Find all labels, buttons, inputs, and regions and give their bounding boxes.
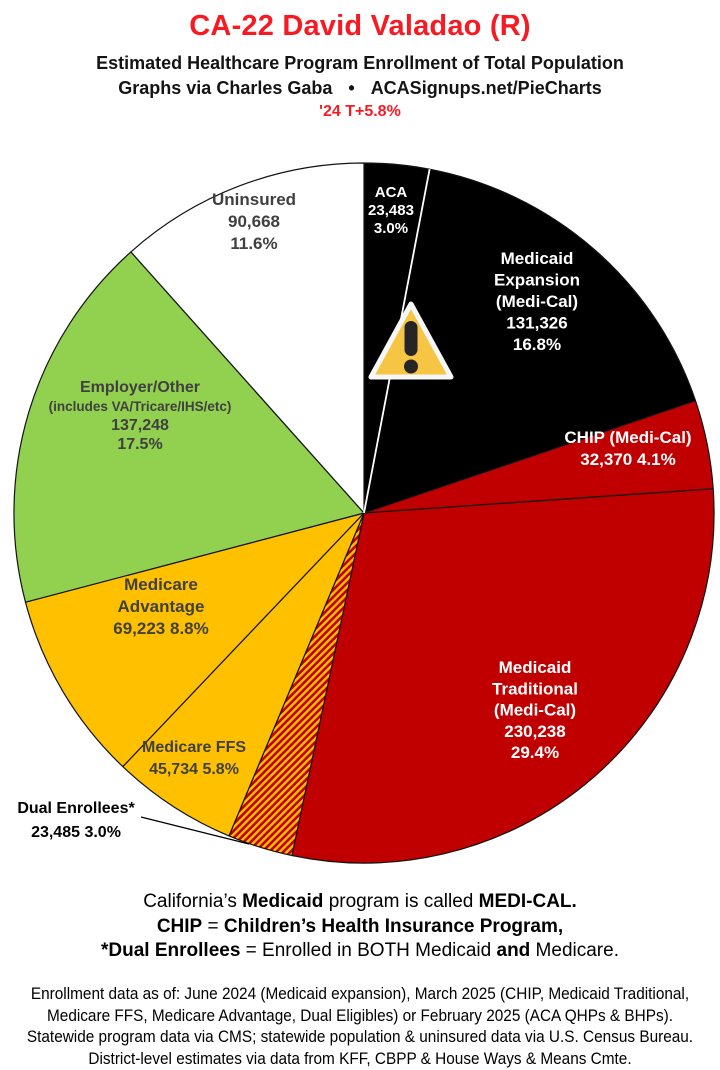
- legend-note-bold-text: Children’s Health Insurance Program,: [223, 915, 564, 937]
- legend-note-text: program is called: [323, 891, 479, 912]
- legend-note-text: =: [202, 915, 224, 937]
- legend-note-bold-text: and: [496, 940, 531, 961]
- slice-label-employer-other-includes-va-tricare-ihs-etc: Employer/Other (includes VA/Tricare/IHS/e…: [49, 379, 232, 453]
- slice-label-chip-medi-cal: CHIP (Medi-Cal) 32,370 4.1%: [564, 428, 691, 469]
- slice-label-medicaid-expansion-medi-cal: Medicaid Expansion (Medi-Cal) 131,326 16.8%: [494, 249, 580, 354]
- slice-label-medicaid-traditional-medi-cal: Medicaid Traditional (Medi-Cal) 230,238 29.4…: [492, 658, 578, 762]
- subtitle: Estimated Healthcare Program Enrollment …: [96, 53, 624, 73]
- slice-label-medicare-advantage: Medicare Advantage 69,223 8.8%: [113, 575, 208, 638]
- byline-credit: Graphs via Charles Gaba: [118, 78, 333, 98]
- pie-slice-employer-other-includes-va-tricare-ihs-etc: [13, 251, 365, 603]
- source-note-line: Medicare FFS, Medicare Advantage, Dual E…: [46, 1006, 673, 1025]
- bullet-separator-icon: •: [348, 78, 355, 98]
- legend-notes: California’s Medicaid program is called …: [0, 890, 720, 964]
- pie-slice-medicaid-expansion-medi-cal: [363, 168, 697, 514]
- legend-note-text: California’s: [143, 891, 243, 912]
- legend-note-line: CHIP = Children’s Health Insurance Progr…: [0, 915, 720, 940]
- source-notes: Enrollment data as of: June 2024 (Medica…: [25, 984, 695, 1070]
- source-note-line: Statewide program data via CMS; statewid…: [26, 1028, 694, 1046]
- legend-note-line: *Dual Enrollees = Enrolled in BOTH Medic…: [0, 939, 720, 964]
- slice-label-uninsured: Uninsured 90,668 11.6%: [212, 190, 296, 253]
- legend-note-text: = Enrolled in BOTH Medicaid: [240, 940, 497, 961]
- pie-slice-uninsured: [130, 162, 365, 514]
- legend-note-bold-text: CHIP: [156, 915, 203, 937]
- page-title: CA-22 David Valadao (R): [189, 10, 531, 42]
- legend-note-text: Medicare.: [530, 940, 619, 961]
- pie-slice-medicare-ffs: [122, 512, 365, 837]
- legend-note-line: California’s Medicaid program is called …: [0, 890, 720, 915]
- legend-note-bold-text: Medicaid: [242, 891, 324, 912]
- pie-slice-medicaid-traditional-medi-cal: [291, 488, 715, 864]
- legend-note-bold-text: *Dual Enrollees: [101, 940, 241, 961]
- legend-note-bold-text: MEDI-CAL.: [478, 891, 577, 912]
- source-note-line: Enrollment data as of: June 2024 (Medica…: [30, 985, 690, 1003]
- trend-label: '24 T+5.8%: [319, 103, 401, 120]
- pie-slice-medicare-advantage: [24, 512, 365, 768]
- slice-label-aca: ACA 23,483 3.0%: [368, 184, 414, 237]
- slice-label-medicare-ffs: Medicare FFS 45,734 5.8%: [142, 739, 246, 778]
- warning-icon: [368, 301, 454, 380]
- pie-chart: ACA 23,483 3.0% Medicaid Expansion (Medi-Cal)…: [13, 162, 715, 864]
- byline-site: ACASignups.net/PieCharts: [370, 78, 602, 98]
- byline: Graphs via Charles Gaba • ACASignups.net…: [0, 78, 720, 99]
- slice-label-dual-enrollees: Dual Enrollees* 23,485 3.0%: [17, 800, 135, 841]
- source-note-line: District-level estimates via data from K…: [88, 1049, 632, 1068]
- dual-enrollees-leader-line: [140, 816, 250, 845]
